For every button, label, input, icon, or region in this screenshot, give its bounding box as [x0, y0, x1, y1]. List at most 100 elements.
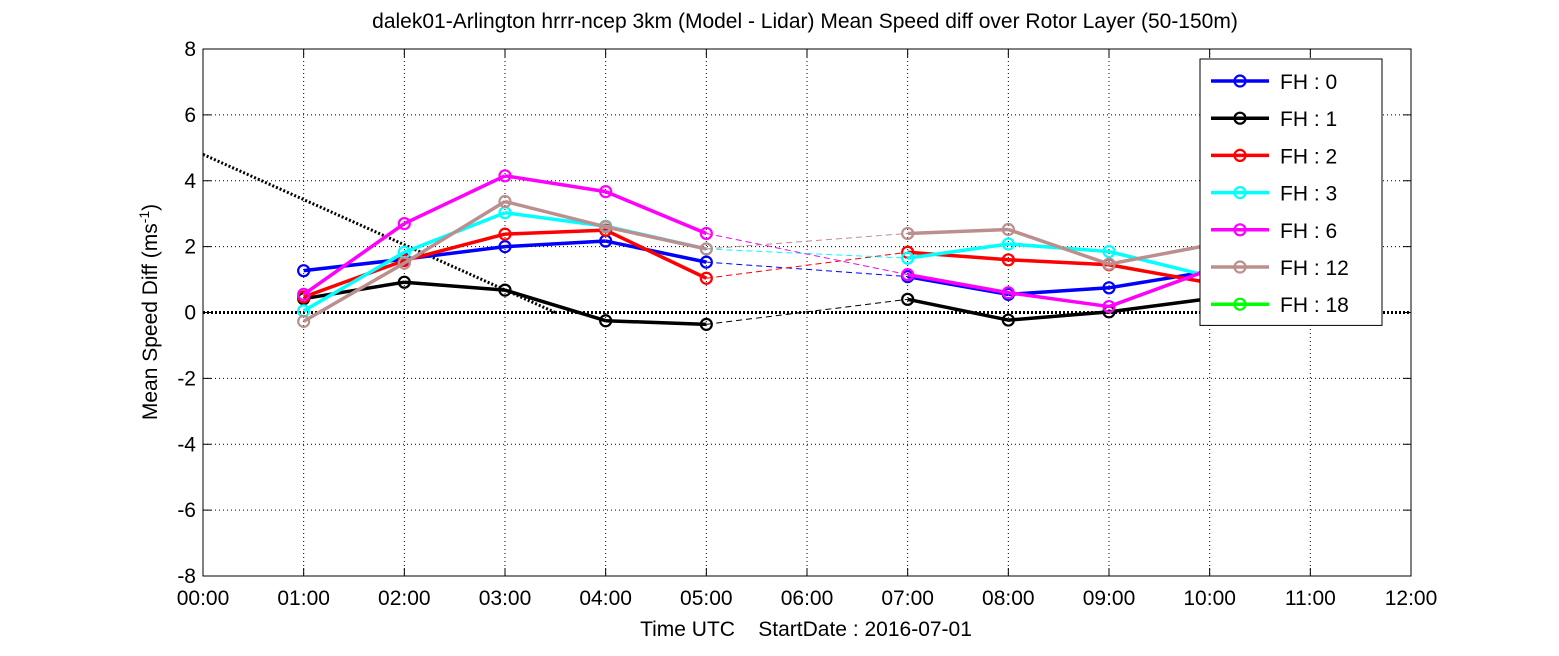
x-tick-label: 10:00: [1183, 587, 1236, 610]
data-point: [1102, 299, 1116, 314]
diagonal-reference-line: [202, 153, 556, 314]
data-point: [1102, 257, 1116, 271]
series-segment: [604, 190, 708, 236]
data-point: [599, 185, 613, 199]
data-point: [297, 314, 311, 328]
series-segment: [907, 250, 1009, 262]
series-segment: [504, 228, 606, 236]
x-tick-label: 06:00: [781, 587, 834, 610]
y-tick-label: -6: [177, 499, 196, 522]
series-segment: [907, 242, 1009, 260]
x-axis-label: Time UTC StartDate : 2016-07-01: [640, 618, 972, 641]
series-segment: [907, 227, 1009, 236]
y-tick-label: -4: [177, 433, 196, 456]
x-tick-label: 05:00: [680, 587, 733, 610]
series-5: [297, 194, 1217, 328]
data-point: [1102, 244, 1116, 259]
series-segment: [1007, 227, 1110, 266]
series-segment: [403, 200, 506, 265]
y-tick-label: 8: [184, 38, 196, 61]
data-point: [599, 314, 613, 328]
series-segment: [605, 225, 707, 251]
data-point: [699, 226, 713, 241]
y-tick-label: 2: [184, 236, 196, 259]
data-point: [1001, 313, 1015, 327]
x-tick-label: 07:00: [881, 587, 934, 610]
data-point: [901, 226, 915, 241]
legend-marker: [1233, 111, 1247, 125]
x-tick-label: 11:00: [1285, 587, 1336, 610]
data-point: [397, 216, 411, 231]
series-4: [297, 169, 1217, 314]
series-segment: [706, 232, 908, 250]
x-tick-label: 12:00: [1385, 587, 1438, 610]
series-segment: [706, 298, 908, 325]
data-point: [699, 255, 713, 269]
data-point: [699, 242, 713, 256]
series-layer: [297, 169, 1217, 331]
legend-marker: [1233, 148, 1247, 162]
x-tick-label: 08:00: [982, 587, 1035, 610]
chart-title: dalek01-Arlington hrrr-ncep 3km (Model -…: [372, 10, 1238, 33]
series-segment: [302, 222, 406, 296]
data-point: [1102, 281, 1116, 295]
legend-label: FH : 3: [1280, 183, 1337, 206]
series-segment: [504, 288, 607, 323]
data-point: [1001, 237, 1015, 251]
series-segment: [403, 232, 506, 263]
y-tick-label: 4: [184, 170, 196, 193]
series-segment: [302, 261, 406, 323]
x-tick-label: 01:00: [277, 587, 330, 610]
legend-marker: [1233, 186, 1247, 200]
data-point: [699, 271, 713, 285]
legend-label: FH : 0: [1280, 71, 1337, 94]
x-tick-label: 02:00: [378, 587, 431, 610]
legend-marker: [1233, 260, 1247, 274]
x-tick-label: 03:00: [479, 587, 532, 610]
legend-label: FH : 6: [1280, 220, 1337, 243]
series-segment: [604, 228, 708, 280]
y-axis-label: Mean Speed Diff (ms-1): [136, 204, 162, 420]
series-segment: [605, 318, 707, 327]
legend-marker: [1233, 74, 1247, 88]
data-point: [498, 169, 512, 183]
series-segment: [303, 258, 405, 299]
series-segment: [1008, 258, 1110, 267]
x-tick-label: 00:00: [177, 587, 230, 610]
x-tick-label: 04:00: [579, 587, 632, 610]
series-segment: [504, 239, 606, 249]
y-axis-label-sup: -1: [136, 211, 152, 224]
series-segment: [404, 280, 506, 292]
legend-label: FH : 18: [1280, 294, 1349, 317]
reference-line: [202, 153, 1411, 314]
y-tick-label: 0: [184, 302, 196, 325]
series-segment: [302, 250, 406, 313]
legend-marker: [1233, 223, 1247, 237]
axis-ticks: 00:00 01:00 02:00 03:00 04:00 05:00 06:00 07:00…: [177, 38, 1438, 610]
series-segment: [504, 199, 607, 229]
series-segment: [1008, 291, 1110, 309]
data-point: [699, 317, 713, 331]
data-point: [1001, 253, 1015, 267]
data-point: [901, 251, 915, 265]
data-point: [498, 227, 512, 241]
legend: FH : 0 FH : 1 FH : 2 FH : 3 FH : 6 FH : 12 FH …: [1199, 58, 1383, 326]
legend-label: FH : 2: [1280, 145, 1337, 168]
legend-label: FH : 1: [1280, 108, 1337, 131]
series-segment: [1108, 296, 1210, 314]
y-tick-label: -8: [177, 565, 196, 588]
data-point: [498, 240, 512, 254]
data-point: [498, 283, 512, 297]
data-point: [1001, 286, 1015, 300]
series-segment: [1108, 249, 1211, 278]
y-tick-label: 6: [184, 104, 196, 127]
series-segment: [403, 174, 506, 226]
y-axis-label-main: Mean Speed Diff (ms: [139, 223, 162, 420]
series-segment: [1108, 268, 1211, 309]
data-point: [297, 287, 311, 301]
series-segment: [1108, 243, 1210, 266]
series-segment: [1108, 263, 1210, 285]
legend-marker: [1233, 297, 1247, 311]
series-segment: [504, 174, 606, 194]
